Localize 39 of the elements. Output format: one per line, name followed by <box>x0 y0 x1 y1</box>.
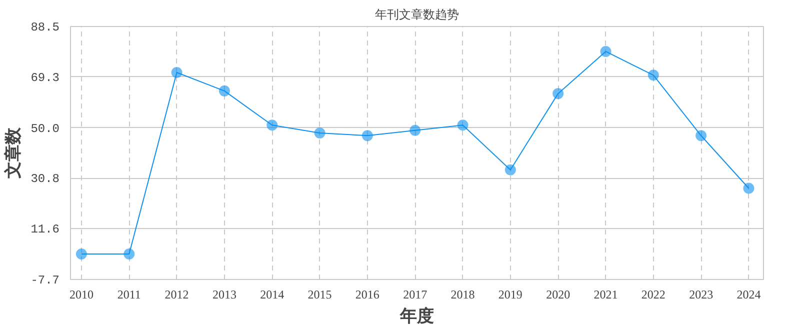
x-tick-label: 2022 <box>641 288 666 302</box>
x-tick-label: 2010 <box>69 288 94 302</box>
x-tick-label: 2020 <box>546 288 570 302</box>
y-axis-title: 文章数 <box>4 126 23 180</box>
point <box>457 120 468 131</box>
point <box>124 248 135 260</box>
point <box>600 46 612 57</box>
point <box>76 248 87 260</box>
point <box>314 128 326 138</box>
y-tick-label: 69.3 <box>30 70 60 85</box>
point <box>218 85 230 96</box>
y-tick-label: 11.6 <box>30 222 60 237</box>
x-tick-label: 2018 <box>450 288 475 302</box>
chart-title: 年刊文章数趋势 <box>375 8 459 22</box>
point <box>266 120 278 131</box>
x-axis-title: 年度 <box>399 306 434 326</box>
point <box>648 70 659 81</box>
point <box>362 130 373 142</box>
x-tick-label: 2021 <box>594 288 618 302</box>
point <box>410 124 421 136</box>
y-tick-label: 50.0 <box>30 122 60 136</box>
x-tick-label: 2019 <box>498 288 522 302</box>
x-tick-label: 2011 <box>117 288 141 302</box>
point <box>171 67 182 78</box>
x-tick-label: 2012 <box>164 288 189 302</box>
y-tick-label: -7.7 <box>30 274 60 288</box>
y-tick-label: 88.5 <box>30 20 60 34</box>
y-tick-label: 30.8 <box>30 172 60 186</box>
x-tick-label: 2015 <box>308 288 332 302</box>
x-tick-label: 2014 <box>260 288 284 302</box>
x-tick-label: 2013 <box>212 288 236 302</box>
point <box>504 164 516 176</box>
point <box>552 88 564 100</box>
x-tick-label: 2016 <box>355 288 380 302</box>
x-tick-label: 2017 <box>403 288 428 302</box>
x-tick-label: 2023 <box>689 288 714 302</box>
x-tick-label: 2024 <box>736 288 761 302</box>
point <box>696 130 707 142</box>
point <box>743 182 754 194</box>
